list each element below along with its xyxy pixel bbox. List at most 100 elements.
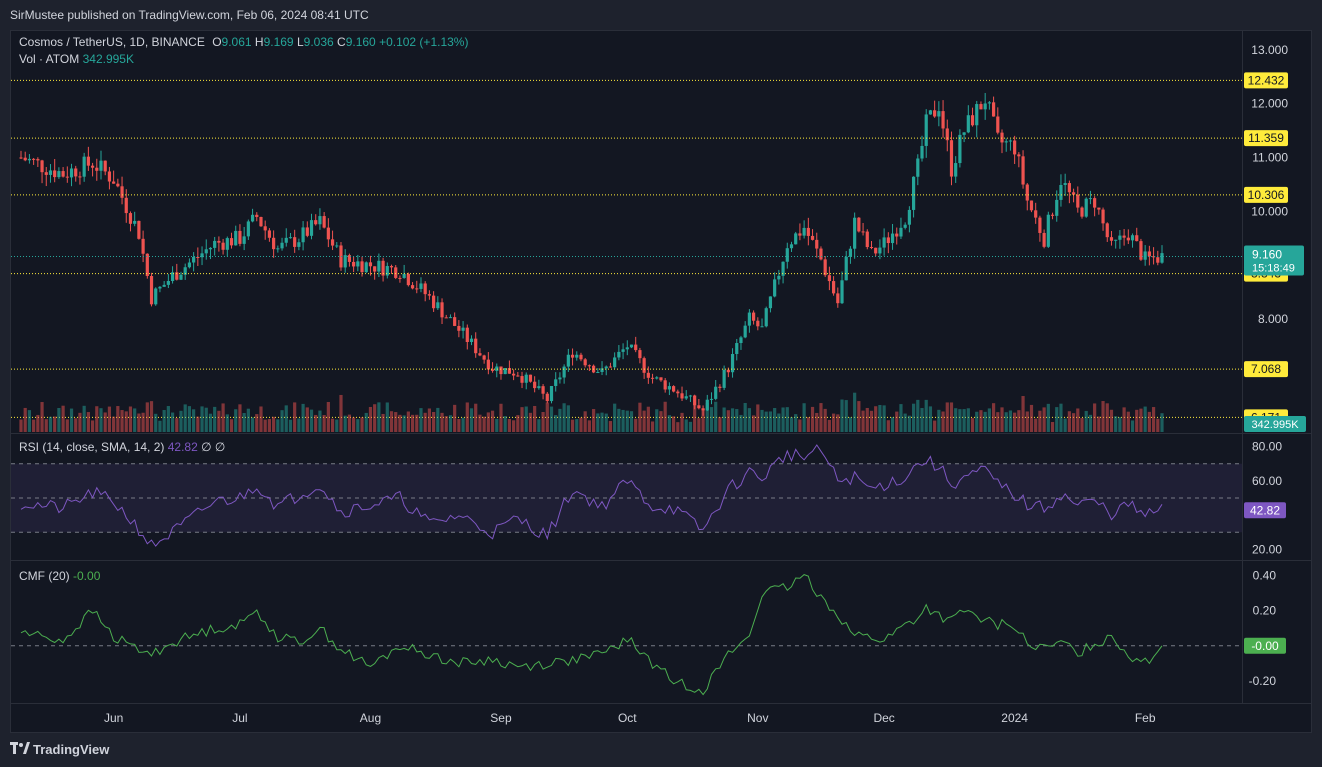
volume-bar [916, 399, 920, 432]
candle-body [869, 247, 874, 249]
candle-body [911, 176, 916, 210]
volume-bar [1076, 408, 1080, 432]
volume-bar [495, 418, 499, 432]
candle-body [415, 288, 419, 290]
candle-body [158, 286, 162, 289]
low-label: L [296, 35, 304, 49]
volume-bar [208, 413, 213, 432]
candle-body [166, 281, 170, 285]
candle-body [36, 159, 40, 161]
candle-body [436, 302, 440, 309]
volume-bar [23, 407, 27, 432]
candle-body [149, 276, 154, 305]
high-label: H [254, 35, 264, 49]
candle-body [423, 283, 427, 295]
candle-body [1046, 214, 1050, 247]
volume-value: 342.995K [82, 52, 134, 66]
level-badge-label: 10.306 [1248, 188, 1285, 202]
volume-bar [890, 417, 895, 432]
candle-body [490, 369, 495, 371]
x-tick-label: Feb [1135, 711, 1156, 725]
candle-body [440, 302, 444, 318]
volume-bar [267, 419, 272, 432]
candle-body [213, 240, 217, 248]
candle-body [1084, 198, 1088, 217]
candle-body [112, 181, 116, 184]
close-value: 9.160 [345, 35, 376, 49]
candle-body [819, 248, 823, 260]
volume-bar [27, 410, 32, 432]
candle-body [1101, 209, 1105, 224]
change-value: +0.102 (+1.13%) [379, 35, 469, 49]
candle-body [600, 368, 604, 373]
candle-body [444, 317, 448, 319]
x-tick-label: Aug [360, 711, 381, 725]
volume-bar [903, 413, 907, 432]
volume-bar [1029, 404, 1034, 432]
candle-body [966, 115, 970, 133]
candle-body [57, 171, 61, 178]
candle-body [170, 272, 175, 282]
volume-bar [90, 420, 95, 432]
volume-bar [928, 406, 933, 432]
candle-body [183, 267, 187, 275]
volume-bar [1050, 422, 1055, 432]
candle-body [356, 261, 360, 267]
volume-bar [158, 420, 162, 432]
volume-bar [107, 406, 112, 432]
candle-body [701, 408, 705, 411]
candle-body [48, 170, 53, 175]
volume-bar [187, 406, 192, 432]
candle-body [200, 253, 204, 258]
volume-bar [789, 417, 794, 432]
volume-bar [1122, 407, 1126, 432]
rsi-tick-label: 80.00 [1252, 440, 1282, 454]
volume-bar [364, 412, 368, 432]
volume-bar [204, 407, 208, 432]
volume-bar [1156, 418, 1160, 432]
candle-body [794, 233, 798, 245]
candle-body [448, 317, 453, 319]
candle-body [250, 214, 255, 222]
candle-body [162, 284, 166, 287]
volume-bar [44, 419, 48, 432]
candle-body [739, 337, 743, 344]
volume-bar [533, 405, 537, 432]
volume-bar [613, 403, 617, 432]
volume-bar [672, 416, 676, 432]
volume-bar [335, 419, 339, 432]
volume-badge-label: 342.995K [1251, 419, 1299, 431]
candle-body [406, 273, 410, 286]
x-tick-label: Sep [490, 711, 512, 725]
volume-bar [520, 407, 524, 432]
candle-body [991, 102, 996, 117]
candle-body [246, 221, 250, 237]
rsi-line [20, 444, 1163, 547]
volume-bar [979, 410, 983, 432]
candle-body [907, 209, 911, 225]
volume-bar [1109, 409, 1114, 432]
high-value: 9.169 [263, 35, 294, 49]
candle-body [1088, 198, 1093, 200]
volume-bar [831, 413, 836, 432]
price-tick-label: 13.000 [1251, 43, 1288, 57]
volume-bar [621, 409, 625, 432]
candle-body [650, 377, 655, 379]
volume-bar [650, 421, 655, 432]
candle-body [495, 366, 499, 371]
volume-bar [406, 411, 410, 432]
volume-bar [423, 412, 427, 432]
volume-bar [141, 412, 145, 432]
volume-bar [739, 414, 743, 432]
candle-body [1093, 198, 1097, 208]
volume-bar [709, 407, 714, 432]
candle-body [579, 354, 583, 360]
volume-bar [120, 410, 124, 432]
candle-body [979, 104, 983, 110]
candle-body [768, 296, 773, 309]
candle-body [44, 172, 48, 175]
volume-bar [200, 406, 204, 432]
volume-bar [781, 407, 785, 432]
candle-body [1029, 200, 1034, 211]
